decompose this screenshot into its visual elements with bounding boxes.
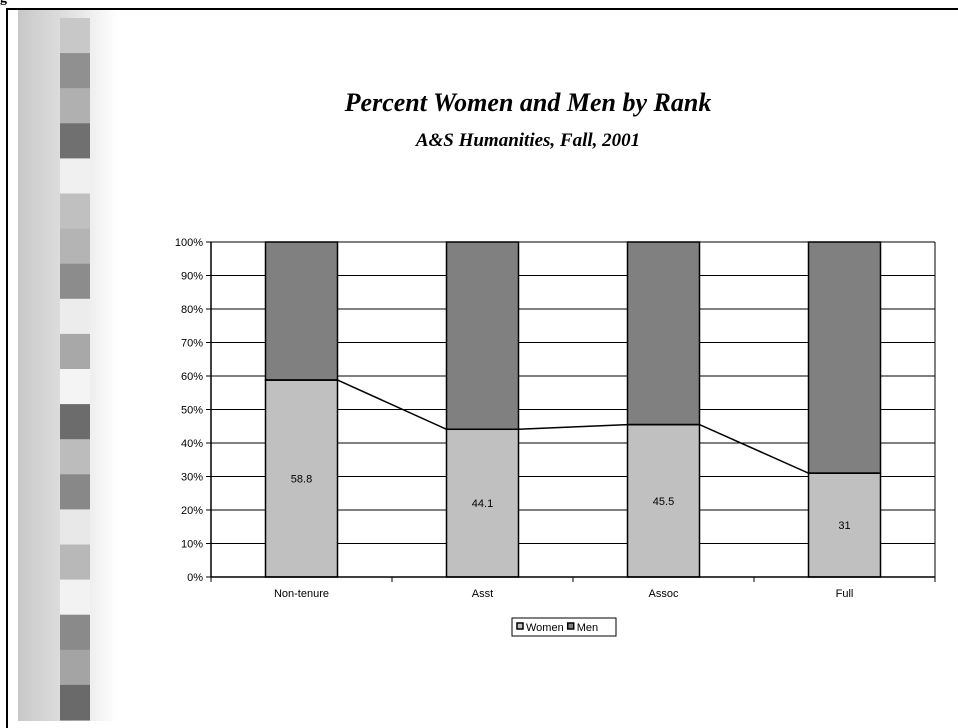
sidebar-block <box>60 193 90 230</box>
x-tick-label: Asst <box>472 588 493 600</box>
legend-box <box>511 617 617 637</box>
decorative-sidebar <box>18 10 118 721</box>
bar-men <box>445 241 520 431</box>
data-label: 31 <box>838 520 850 532</box>
data-label: 58.8 <box>291 474 312 486</box>
sidebar-block <box>60 123 90 159</box>
y-tick-label: 100% <box>175 237 203 249</box>
sidebar-block <box>60 684 90 721</box>
sidebar-block <box>60 649 90 686</box>
sidebar-block <box>60 439 90 475</box>
data-label: 45.5 <box>653 496 674 508</box>
y-tick-label: 60% <box>181 371 203 383</box>
sidebar-block <box>60 263 90 300</box>
sidebar-block <box>60 18 90 54</box>
y-tick-label: 20% <box>181 505 203 517</box>
y-tick-label: 90% <box>181 271 203 283</box>
header-fragment: g <box>0 0 10 8</box>
data-label: 44.1 <box>472 498 493 510</box>
sidebar-block <box>60 579 90 616</box>
sidebar-block <box>60 509 90 545</box>
sidebar-block <box>60 474 90 510</box>
y-tick-label: 40% <box>181 438 203 450</box>
sidebar-block <box>60 614 90 651</box>
chart-title: Percent Women and Men by Rank <box>344 88 712 117</box>
plot-area: 0% 10% 20% 30% 40% 50% 60% 70% 80% 90% 100% 58.8 44.… <box>175 237 936 600</box>
chart-subtitle: A&S Humanities, Fall, 2001 <box>415 130 640 151</box>
y-tick-label: 50% <box>181 405 203 417</box>
legend-label-men: Men <box>577 622 598 634</box>
bar-women <box>807 472 882 578</box>
sidebar-block <box>60 298 90 335</box>
bar-men <box>807 241 882 474</box>
legend-label-women: Women <box>526 622 564 634</box>
y-tick-label: 80% <box>181 304 203 316</box>
y-tick-label: 10% <box>181 539 203 551</box>
x-tick-label: Assoc <box>649 588 679 600</box>
y-tick-label: 30% <box>181 472 203 484</box>
sidebar-block <box>60 369 90 405</box>
sidebar-block <box>60 228 90 265</box>
legend-swatch-women <box>516 622 524 630</box>
slide-frame <box>6 8 958 728</box>
y-tick-label: 70% <box>181 338 203 350</box>
sidebar-block <box>60 404 90 440</box>
x-tick-label: Non-tenure <box>274 588 329 600</box>
sidebar-block <box>60 53 90 89</box>
sidebar-block <box>60 333 90 370</box>
women-trend-line <box>265 379 881 474</box>
legend: Women Men <box>511 617 617 637</box>
y-tick-label: 0% <box>187 572 203 584</box>
bar-men <box>264 241 339 381</box>
sidebar-block <box>60 544 90 581</box>
sidebar-block <box>60 158 90 194</box>
bar-men <box>626 241 701 426</box>
legend-swatch-men <box>566 622 575 630</box>
x-tick-label: Full <box>836 588 854 600</box>
sidebar-block <box>60 88 90 124</box>
